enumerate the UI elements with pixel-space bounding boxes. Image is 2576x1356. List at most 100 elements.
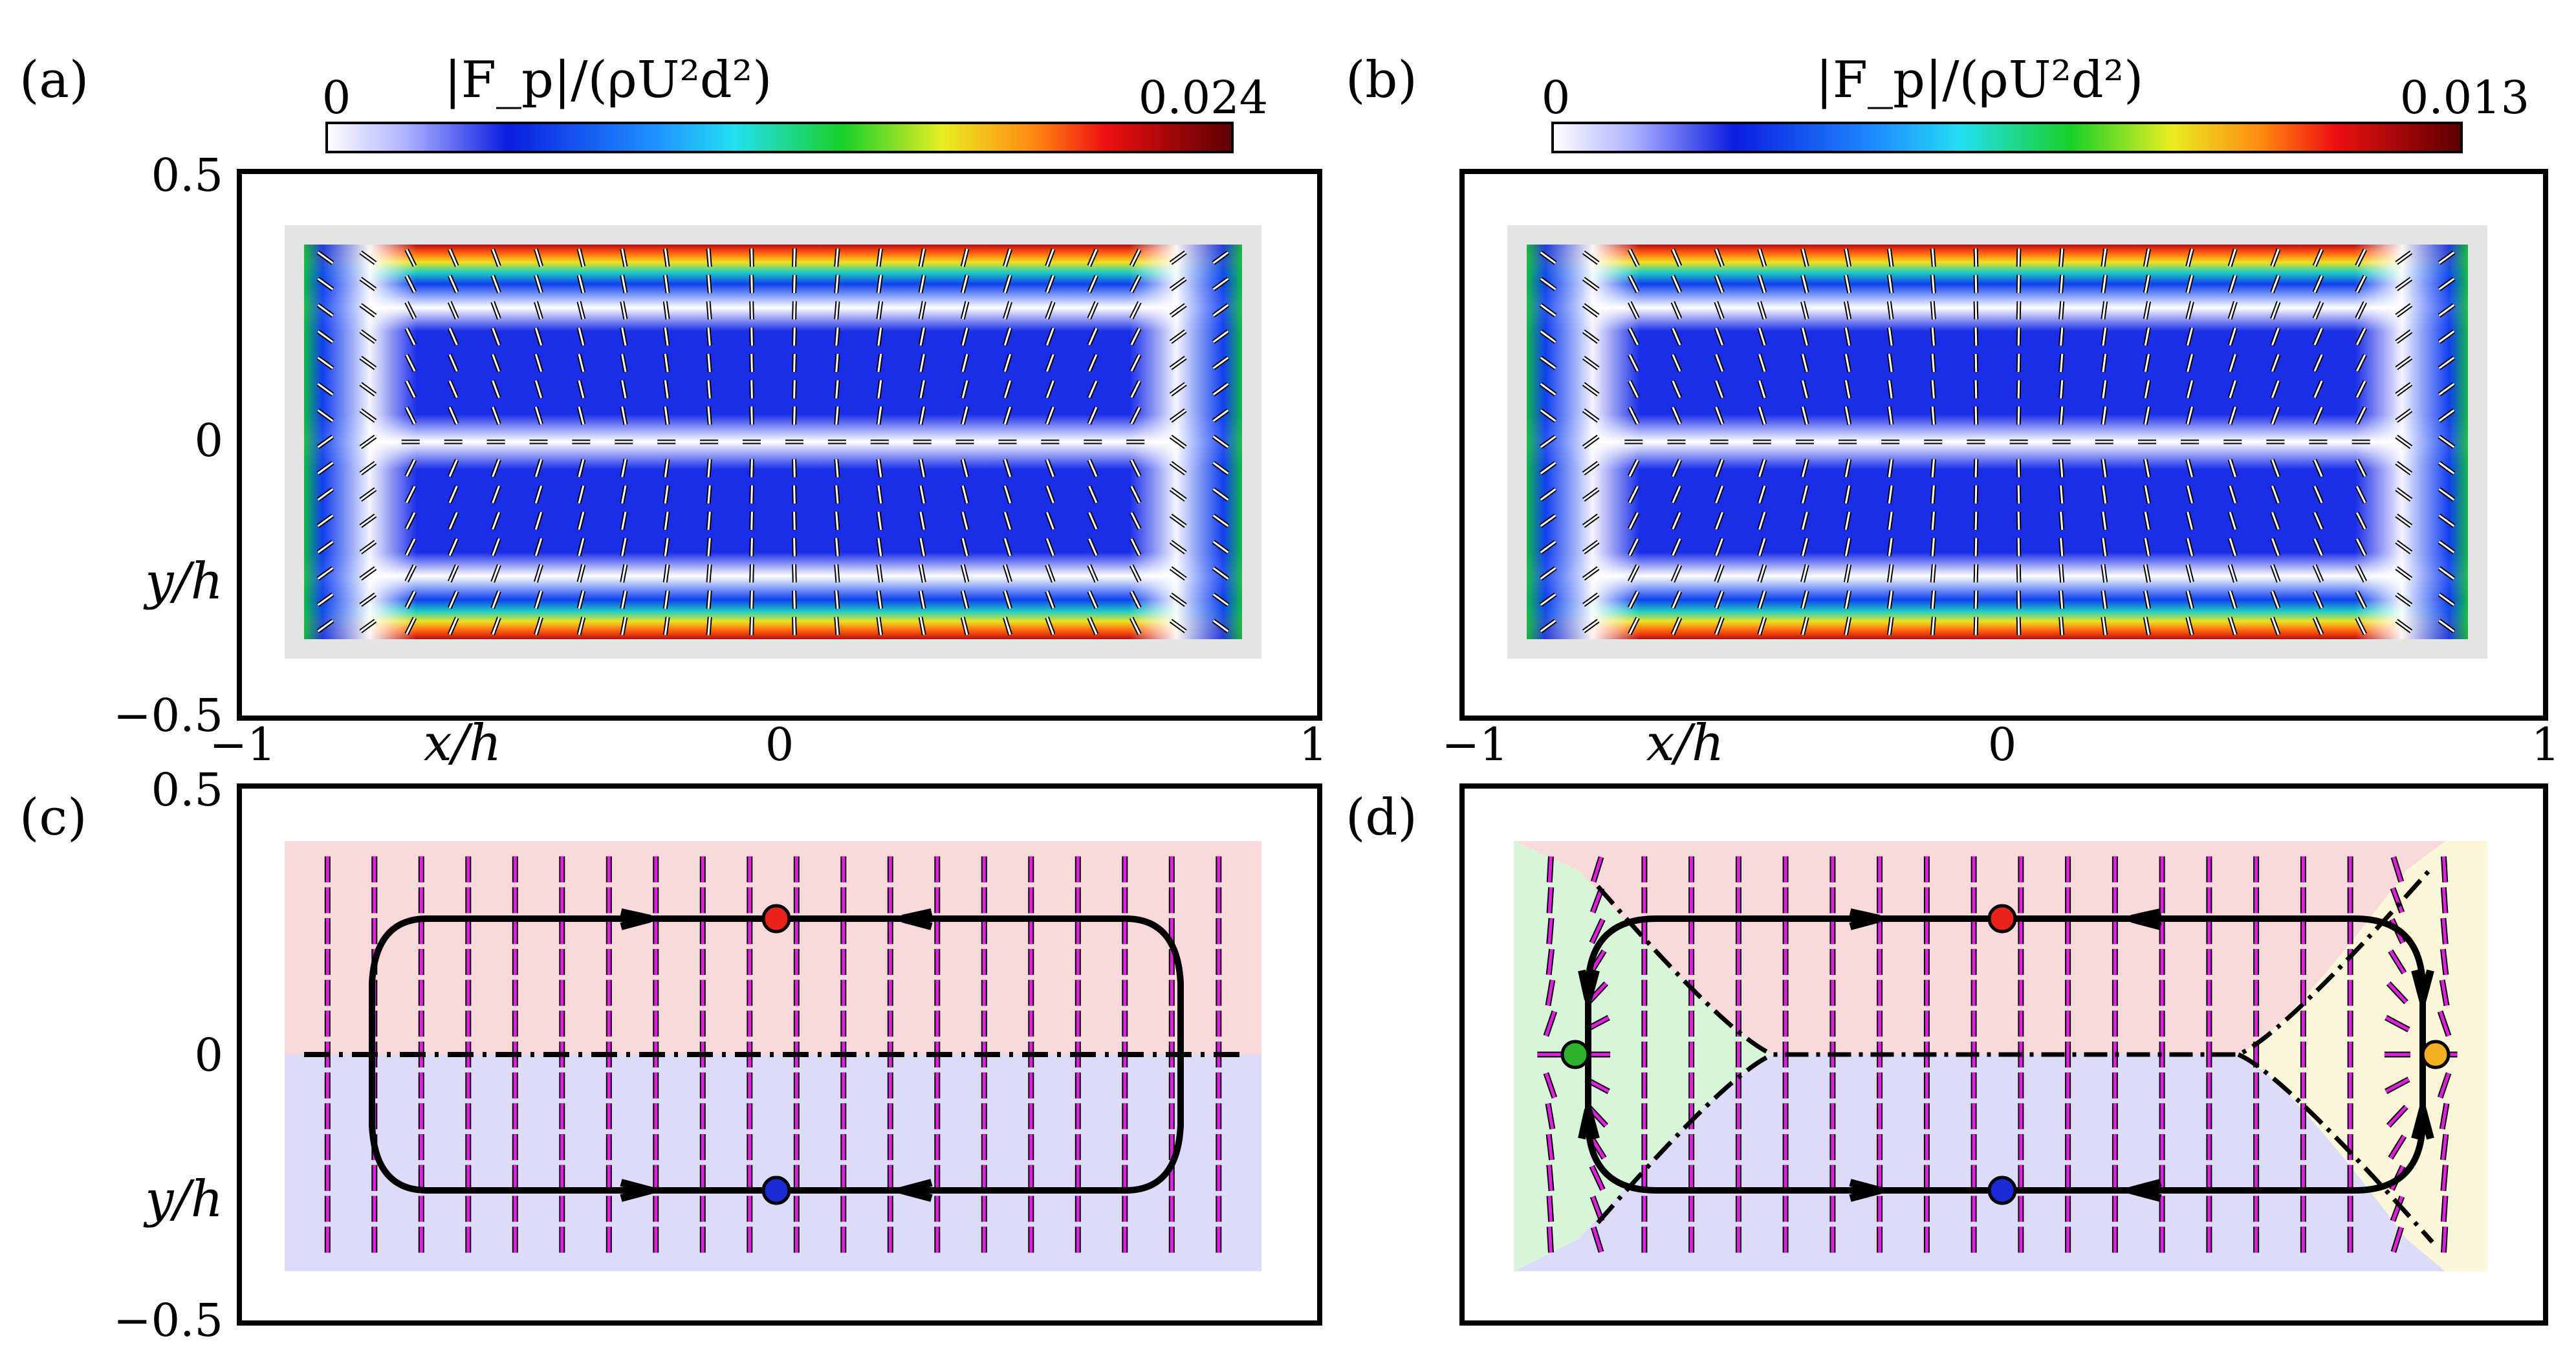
direction-arrow-b — [1715, 512, 1723, 530]
direction-arrow-b — [1715, 406, 1723, 425]
direction-arrow-a — [1212, 278, 1229, 290]
direction-arrow-a — [448, 485, 458, 503]
direction-arrow-a — [406, 486, 416, 503]
direction-arrow-a — [492, 485, 500, 504]
direction-arrow-a — [919, 459, 925, 477]
x-tick-b-right: 1 — [2531, 718, 2560, 771]
direction-arrow-a — [578, 354, 585, 372]
direction-arrow-b — [2144, 275, 2150, 293]
direction-arrow-a — [406, 328, 416, 345]
direction-arrow-b — [2356, 301, 2366, 319]
direction-arrow-b — [2102, 380, 2107, 399]
direction-arrow-b — [2313, 327, 2323, 345]
direction-arrow-b — [2271, 538, 2280, 556]
direction-arrow-a — [1170, 251, 1186, 264]
direction-arrow-b — [2271, 617, 2280, 635]
direction-arrow-b — [1802, 327, 1808, 346]
direction-arrow-a — [919, 406, 925, 425]
direction-arrow-b — [1715, 538, 1723, 556]
direction-arrow-a — [448, 617, 458, 635]
panel-d: (d) — [1346, 783, 2548, 1326]
direction-arrow-b — [2396, 541, 2412, 554]
direction-arrow-b — [1540, 620, 1556, 633]
direction-arrow-b — [2356, 512, 2366, 530]
direction-arrow-b — [1931, 301, 1935, 320]
direction-arrow-a — [1003, 512, 1012, 530]
direction-arrow-b — [2144, 485, 2150, 504]
direction-arrow-a — [317, 278, 334, 290]
direction-arrow-b — [1888, 485, 1893, 504]
direction-arrow-a — [961, 248, 968, 267]
direction-arrow-b — [1802, 459, 1808, 477]
direction-arrow-b — [1802, 275, 1808, 293]
direction-arrow-b — [1758, 564, 1766, 583]
direction-arrow-a — [1130, 486, 1141, 503]
direction-arrow-a — [1170, 620, 1186, 633]
streamline-d — [2389, 950, 2406, 974]
direction-arrow-a — [621, 564, 627, 583]
direction-arrow-a — [1003, 406, 1012, 425]
direction-arrow-a — [1212, 620, 1229, 633]
streamline-d — [1590, 1165, 1604, 1190]
direction-arrow-b — [1758, 327, 1766, 346]
colorbar-label-b: |F_p|/(ρU²d²) — [1816, 51, 2144, 109]
direction-arrow-b — [2313, 617, 2323, 635]
direction-arrow-b — [2271, 380, 2280, 399]
flow-arrow-c-2 — [901, 908, 933, 930]
direction-arrow-b — [2187, 485, 2193, 504]
direction-arrow-b — [2144, 512, 2150, 530]
direction-arrow-b — [1931, 274, 1935, 294]
direction-arrow-a — [793, 274, 796, 294]
direction-arrow-a — [1170, 304, 1186, 317]
direction-arrow-b — [2356, 249, 2366, 267]
direction-arrow-a — [793, 406, 796, 425]
y-axis-label-a: y/h — [143, 552, 223, 611]
direction-arrow-a — [835, 459, 839, 477]
direction-arrow-b — [1844, 301, 1851, 320]
direction-arrow-b — [1583, 541, 1599, 554]
streamline-d — [1547, 1165, 1553, 1191]
direction-arrow-a — [707, 617, 711, 635]
streamline-d — [1544, 1011, 1556, 1037]
direction-arrow-b — [1758, 380, 1766, 399]
direction-arrow-a — [317, 462, 334, 475]
direction-arrow-b — [1583, 409, 1599, 422]
direction-arrow-a — [1212, 514, 1229, 527]
direction-arrow-a — [835, 406, 839, 425]
direction-arrow-b — [1931, 327, 1935, 346]
direction-arrow-a — [534, 380, 543, 399]
streamline-d — [1591, 1227, 1603, 1252]
direction-arrow-a — [835, 590, 839, 609]
direction-arrow-b — [1931, 485, 1935, 504]
direction-arrow-b — [1628, 459, 1639, 477]
direction-arrow-a — [1130, 591, 1141, 609]
direction-arrow-a — [707, 274, 711, 294]
basin-lower-d — [1514, 1055, 2445, 1271]
direction-arrow-a — [578, 617, 585, 635]
direction-arrow-b — [1888, 459, 1893, 477]
x-tick-b-mid: 0 — [1988, 718, 2017, 771]
attractor-loop-c — [369, 915, 1184, 1194]
streamline-d — [2385, 1078, 2410, 1093]
direction-arrow-b — [2356, 407, 2366, 424]
colorbar-min-label-a: 0 — [322, 71, 351, 124]
direction-arrow-a — [492, 512, 500, 530]
direction-arrow-a — [835, 380, 839, 399]
flow-arrow-d-8 — [2411, 1094, 2434, 1140]
streamline-d — [2438, 1072, 2450, 1099]
direction-arrow-b — [2102, 301, 2107, 320]
direction-arrow-a — [707, 406, 711, 425]
flow-arrow-d-2 — [2130, 908, 2162, 930]
direction-arrow-b — [1583, 356, 1599, 369]
direction-arrow-b — [1583, 620, 1599, 633]
direction-arrow-a — [919, 617, 925, 635]
direction-arrow-b — [2060, 274, 2064, 294]
streamline-d — [2385, 1016, 2410, 1031]
direction-arrow-a — [1170, 435, 1186, 448]
direction-arrow-b — [1802, 538, 1808, 556]
direction-arrow-a — [919, 538, 925, 556]
direction-arrow-b — [2438, 541, 2455, 554]
direction-arrow-b — [2060, 301, 2064, 320]
colorbar-max-label-b: 0.013 — [2400, 71, 2529, 124]
